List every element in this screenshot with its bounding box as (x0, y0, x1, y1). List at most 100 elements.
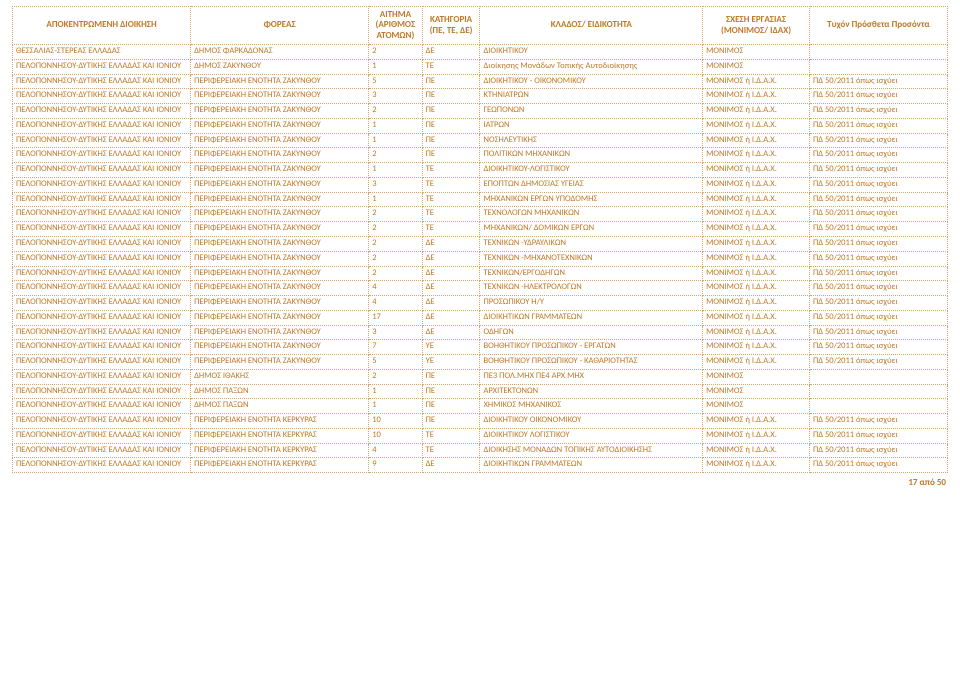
cell: 2 (369, 369, 422, 384)
cell: ΠΕΡΙΦΕΡΕΙΑΚΗ ΕΝΟΤΗΤΑ ΖΑΚΥΝΘΟΥ (191, 118, 369, 133)
cell: 9 (369, 458, 422, 473)
table-row: ΠΕΛΟΠΟΝΝΗΣΟΥ-ΔΥΤΙΚΗΣ ΕΛΛΑΔΑΣ ΚΑΙ ΙΟΝΙΟΥΔ… (13, 369, 948, 384)
cell: ΠΕΛΟΠΟΝΝΗΣΟΥ-ΔΥΤΙΚΗΣ ΕΛΛΑΔΑΣ ΚΑΙ ΙΟΝΙΟΥ (13, 281, 191, 296)
cell: ΔΙΟΙΚΗΤΙΚΟΥ ΟΙΚΟΝΟΜΙΚΟΥ (480, 414, 703, 429)
cell: ΘΕΣΣΑΛΙΑΣ-ΣΤΕΡΕΑΣ ΕΛΛΑΔΑΣ (13, 45, 191, 60)
cell: ΟΔΗΓΩΝ (480, 325, 703, 340)
cell: ΜΟΝΙΜΟΣ ή Ι.Δ.Α.Χ. (703, 74, 810, 89)
cell (809, 59, 947, 74)
cell: ΠΕΛΟΠΟΝΝΗΣΟΥ-ΔΥΤΙΚΗΣ ΕΛΛΑΔΑΣ ΚΑΙ ΙΟΝΙΟΥ (13, 251, 191, 266)
cell: ΤΕ (422, 207, 480, 222)
cell: 2 (369, 222, 422, 237)
cell: ΜΟΝΙΜΟΣ (703, 399, 810, 414)
cell: ΤΕ (422, 192, 480, 207)
cell: ΠΕ (422, 369, 480, 384)
cell: ΠΕΛΟΠΟΝΝΗΣΟΥ-ΔΥΤΙΚΗΣ ΕΛΛΑΔΑΣ ΚΑΙ ΙΟΝΙΟΥ (13, 384, 191, 399)
cell: ΠΕΡΙΦΕΡΕΙΑΚΗ ΕΝΟΤΗΤΑ ΖΑΚΥΝΘΟΥ (191, 222, 369, 237)
cell: ΠΔ 50/2011 όπως ισχύει (809, 458, 947, 473)
cell: ΜΟΝΙΜΟΣ ή Ι.Δ.Α.Χ. (703, 310, 810, 325)
cell: ΠΕΛΟΠΟΝΝΗΣΟΥ-ΔΥΤΙΚΗΣ ΕΛΛΑΔΑΣ ΚΑΙ ΙΟΝΙΟΥ (13, 222, 191, 237)
table-row: ΠΕΛΟΠΟΝΝΗΣΟΥ-ΔΥΤΙΚΗΣ ΕΛΛΑΔΑΣ ΚΑΙ ΙΟΝΙΟΥΠ… (13, 414, 948, 429)
cell: 3 (369, 325, 422, 340)
cell: ΜΟΝΙΜΟΣ (703, 384, 810, 399)
cell: ΠΕΛΟΠΟΝΝΗΣΟΥ-ΔΥΤΙΚΗΣ ΕΛΛΑΔΑΣ ΚΑΙ ΙΟΝΙΟΥ (13, 443, 191, 458)
cell: ΔΙΟΙΚΗΤΙΚΟΥ - ΟΙΚΟΝΟΜΙΚΟΥ (480, 74, 703, 89)
cell: ΠΕΡΙΦΕΡΕΙΑΚΗ ΕΝΟΤΗΤΑ ΖΑΚΥΝΘΟΥ (191, 251, 369, 266)
table-header: ΑΠΟΚΕΝΤΡΩΜΕΝΗ ΔΙΟΙΚΗΣΗ ΦΟΡΕΑΣ ΑΙΤΗΜΑ (ΑΡ… (13, 7, 948, 45)
cell: 1 (369, 59, 422, 74)
cell: 5 (369, 74, 422, 89)
cell: ΠΕ3 ΠΟΛ.ΜΗΧ ΠΕ4 ΑΡΧ ΜΗΧ (480, 369, 703, 384)
table-row: ΠΕΛΟΠΟΝΝΗΣΟΥ-ΔΥΤΙΚΗΣ ΕΛΛΑΔΑΣ ΚΑΙ ΙΟΝΙΟΥ Π… (13, 443, 948, 458)
cell: 4 (369, 296, 422, 311)
cell: ΠΕΡΙΦΕΡΕΙΑΚΗ ΕΝΟΤΗΤΑ ΖΑΚΥΝΘΟΥ (191, 266, 369, 281)
cell: ΠΕΛΟΠΟΝΝΗΣΟΥ-ΔΥΤΙΚΗΣ ΕΛΛΑΔΑΣ ΚΑΙ ΙΟΝΙΟΥ (13, 163, 191, 178)
cell: ΜΟΝΙΜΟΣ (703, 45, 810, 60)
col-header: ΑΠΟΚΕΝΤΡΩΜΕΝΗ ΔΙΟΙΚΗΣΗ (13, 7, 191, 45)
cell: 1 (369, 399, 422, 414)
cell: ΠΔ 50/2011 όπως ισχύει (809, 281, 947, 296)
cell: ΔΗΜΟΣ ΖΑΚΥΝΘΟΥ (191, 59, 369, 74)
cell: 2 (369, 45, 422, 60)
col-header: ΦΟΡΕΑΣ (191, 7, 369, 45)
table-row: ΠΕΛΟΠΟΝΝΗΣΟΥ-ΔΥΤΙΚΗΣ ΕΛΛΑΔΑΣ ΚΑΙ ΙΟΝΙΟΥΠ… (13, 296, 948, 311)
cell: ΜΗΧΑΝΙΚΩΝ/ ΔΟΜΙΚΩΝ ΕΡΓΩΝ (480, 222, 703, 237)
cell: 2 (369, 236, 422, 251)
table-row: ΠΕΛΟΠΟΝΝΗΣΟΥ-ΔΥΤΙΚΗΣ ΕΛΛΑΔΑΣ ΚΑΙ ΙΟΝΙΟΥΠ… (13, 163, 948, 178)
cell: ΔΕ (422, 281, 480, 296)
cell: ΠΕΡΙΦΕΡΕΙΑΚΗ ΕΝΟΤΗΤΑ ΖΑΚΥΝΘΟΥ (191, 192, 369, 207)
cell: ΠΕΛΟΠΟΝΝΗΣΟΥ-ΔΥΤΙΚΗΣ ΕΛΛΑΔΑΣ ΚΑΙ ΙΟΝΙΟΥ (13, 458, 191, 473)
cell: ΠΕ (422, 74, 480, 89)
cell: ΠΕ (422, 89, 480, 104)
cell: ΠΔ 50/2011 όπως ισχύει (809, 104, 947, 119)
cell: ΠΔ 50/2011 όπως ισχύει (809, 207, 947, 222)
cell: ΝΟΣΗΛΕΥΤΙΚΗΣ (480, 133, 703, 148)
cell: 10 (369, 428, 422, 443)
table-row: ΠΕΛΟΠΟΝΝΗΣΟΥ-ΔΥΤΙΚΗΣ ΕΛΛΑΔΑΣ ΚΑΙ ΙΟΝΙΟΥΠ… (13, 266, 948, 281)
cell: ΠΕΛΟΠΟΝΝΗΣΟΥ-ΔΥΤΙΚΗΣ ΕΛΛΑΔΑΣ ΚΑΙ ΙΟΝΙΟΥ (13, 207, 191, 222)
table-row: ΠΕΛΟΠΟΝΝΗΣΟΥ-ΔΥΤΙΚΗΣ ΕΛΛΑΔΑΣ ΚΑΙ ΙΟΝΙΟΥ Π… (13, 281, 948, 296)
cell: ΠΕ (422, 148, 480, 163)
cell (809, 384, 947, 399)
cell: ΠΕΛΟΠΟΝΝΗΣΟΥ-ΔΥΤΙΚΗΣ ΕΛΛΑΔΑΣ ΚΑΙ ΙΟΝΙΟΥ (13, 310, 191, 325)
cell: ΜΟΝΙΜΟΣ (703, 59, 810, 74)
cell: ΚΤΗΝΙΑΤΡΩΝ (480, 89, 703, 104)
cell: 1 (369, 133, 422, 148)
cell: ΠΕΛΟΠΟΝΝΗΣΟΥ-ΔΥΤΙΚΗΣ ΕΛΛΑΔΑΣ ΚΑΙ ΙΟΝΙΟΥ (13, 355, 191, 370)
cell: ΠΕΡΙΦΕΡΕΙΑΚΗ ΕΝΟΤΗΤΑ ΖΑΚΥΝΘΟΥ (191, 74, 369, 89)
table-row: ΠΕΛΟΠΟΝΝΗΣΟΥ-ΔΥΤΙΚΗΣ ΕΛΛΑΔΑΣ ΚΑΙ ΙΟΝΙΟΥΔ… (13, 384, 948, 399)
cell: ΔΙΟΙΚΗΤΙΚΟΥ (480, 45, 703, 60)
cell: ΜΟΝΙΜΟΣ ή Ι.Δ.Α.Χ. (703, 148, 810, 163)
cell: ΑΡΧΙΤΕΚΤΟΝΩΝ (480, 384, 703, 399)
cell: ΠΔ 50/2011 όπως ισχύει (809, 443, 947, 458)
cell: ΠΔ 50/2011 όπως ισχύει (809, 236, 947, 251)
cell: ΠΕΛΟΠΟΝΝΗΣΟΥ-ΔΥΤΙΚΗΣ ΕΛΛΑΔΑΣ ΚΑΙ ΙΟΝΙΟΥ (13, 74, 191, 89)
cell: ΠΕΛΟΠΟΝΝΗΣΟΥ-ΔΥΤΙΚΗΣ ΕΛΛΑΔΑΣ ΚΑΙ ΙΟΝΙΟΥ (13, 325, 191, 340)
cell: ΠΕΛΟΠΟΝΝΗΣΟΥ-ΔΥΤΙΚΗΣ ΕΛΛΑΔΑΣ ΚΑΙ ΙΟΝΙΟΥ (13, 399, 191, 414)
page-footer: 17 από 50 (12, 473, 948, 490)
cell: ΠΕΡΙΦΕΡΕΙΑΚΗ ΕΝΟΤΗΤΑ ΖΑΚΥΝΘΟΥ (191, 296, 369, 311)
cell: ΜΟΝΙΜΟΣ ή Ι.Δ.Α.Χ. (703, 458, 810, 473)
table-row: ΠΕΛΟΠΟΝΝΗΣΟΥ-ΔΥΤΙΚΗΣ ΕΛΛΑΔΑΣ ΚΑΙ ΙΟΝΙΟΥΠ… (13, 236, 948, 251)
cell: ΤΕΧΝΙΚΩΝ -ΗΛΕΚΤΡΟΛΟΓΩΝ (480, 281, 703, 296)
col-header: ΣΧΕΣΗ ΕΡΓΑΣΙΑΣ (ΜΟΝΙΜΟΣ/ ΙΔΑΧ) (703, 7, 810, 45)
cell: 7 (369, 340, 422, 355)
cell: ΠΕΛΟΠΟΝΝΗΣΟΥ-ΔΥΤΙΚΗΣ ΕΛΛΑΔΑΣ ΚΑΙ ΙΟΝΙΟΥ (13, 192, 191, 207)
cell: ΔΕ (422, 325, 480, 340)
col-header: ΚΛΑΔΟΣ/ ΕΙΔΙΚΟΤΗΤΑ (480, 7, 703, 45)
cell: 2 (369, 251, 422, 266)
cell: ΤΕ (422, 222, 480, 237)
cell: ΤΕΧΝΙΚΩΝ -ΥΔΡΑΥΛΙΚΩΝ (480, 236, 703, 251)
table-row: ΠΕΛΟΠΟΝΝΗΣΟΥ-ΔΥΤΙΚΗΣ ΕΛΛΑΔΑΣ ΚΑΙ ΙΟΝΙΟΥΠ… (13, 355, 948, 370)
cell: ΜΟΝΙΜΟΣ ή Ι.Δ.Α.Χ. (703, 296, 810, 311)
cell: ΠΔ 50/2011 όπως ισχύει (809, 428, 947, 443)
cell: ΜΟΝΙΜΟΣ ή Ι.Δ.Α.Χ. (703, 236, 810, 251)
cell: ΠΕΛΟΠΟΝΝΗΣΟΥ-ΔΥΤΙΚΗΣ ΕΛΛΑΔΑΣ ΚΑΙ ΙΟΝΙΟΥ (13, 428, 191, 443)
table-row: ΠΕΛΟΠΟΝΝΗΣΟΥ-ΔΥΤΙΚΗΣ ΕΛΛΑΔΑΣ ΚΑΙ ΙΟΝΙΟΥΠ… (13, 133, 948, 148)
col-header: Τυχόν Πρόσθετα Προσόντα (809, 7, 947, 45)
cell: ΜΟΝΙΜΟΣ (703, 369, 810, 384)
table-row: ΠΕΛΟΠΟΝΝΗΣΟΥ-ΔΥΤΙΚΗΣ ΕΛΛΑΔΑΣ ΚΑΙ ΙΟΝΙΟΥΠ… (13, 251, 948, 266)
data-table: ΑΠΟΚΕΝΤΡΩΜΕΝΗ ΔΙΟΙΚΗΣΗ ΦΟΡΕΑΣ ΑΙΤΗΜΑ (ΑΡ… (12, 6, 948, 473)
cell: ΠΕ (422, 104, 480, 119)
cell: ΜΟΝΙΜΟΣ ή Ι.Δ.Α.Χ. (703, 281, 810, 296)
